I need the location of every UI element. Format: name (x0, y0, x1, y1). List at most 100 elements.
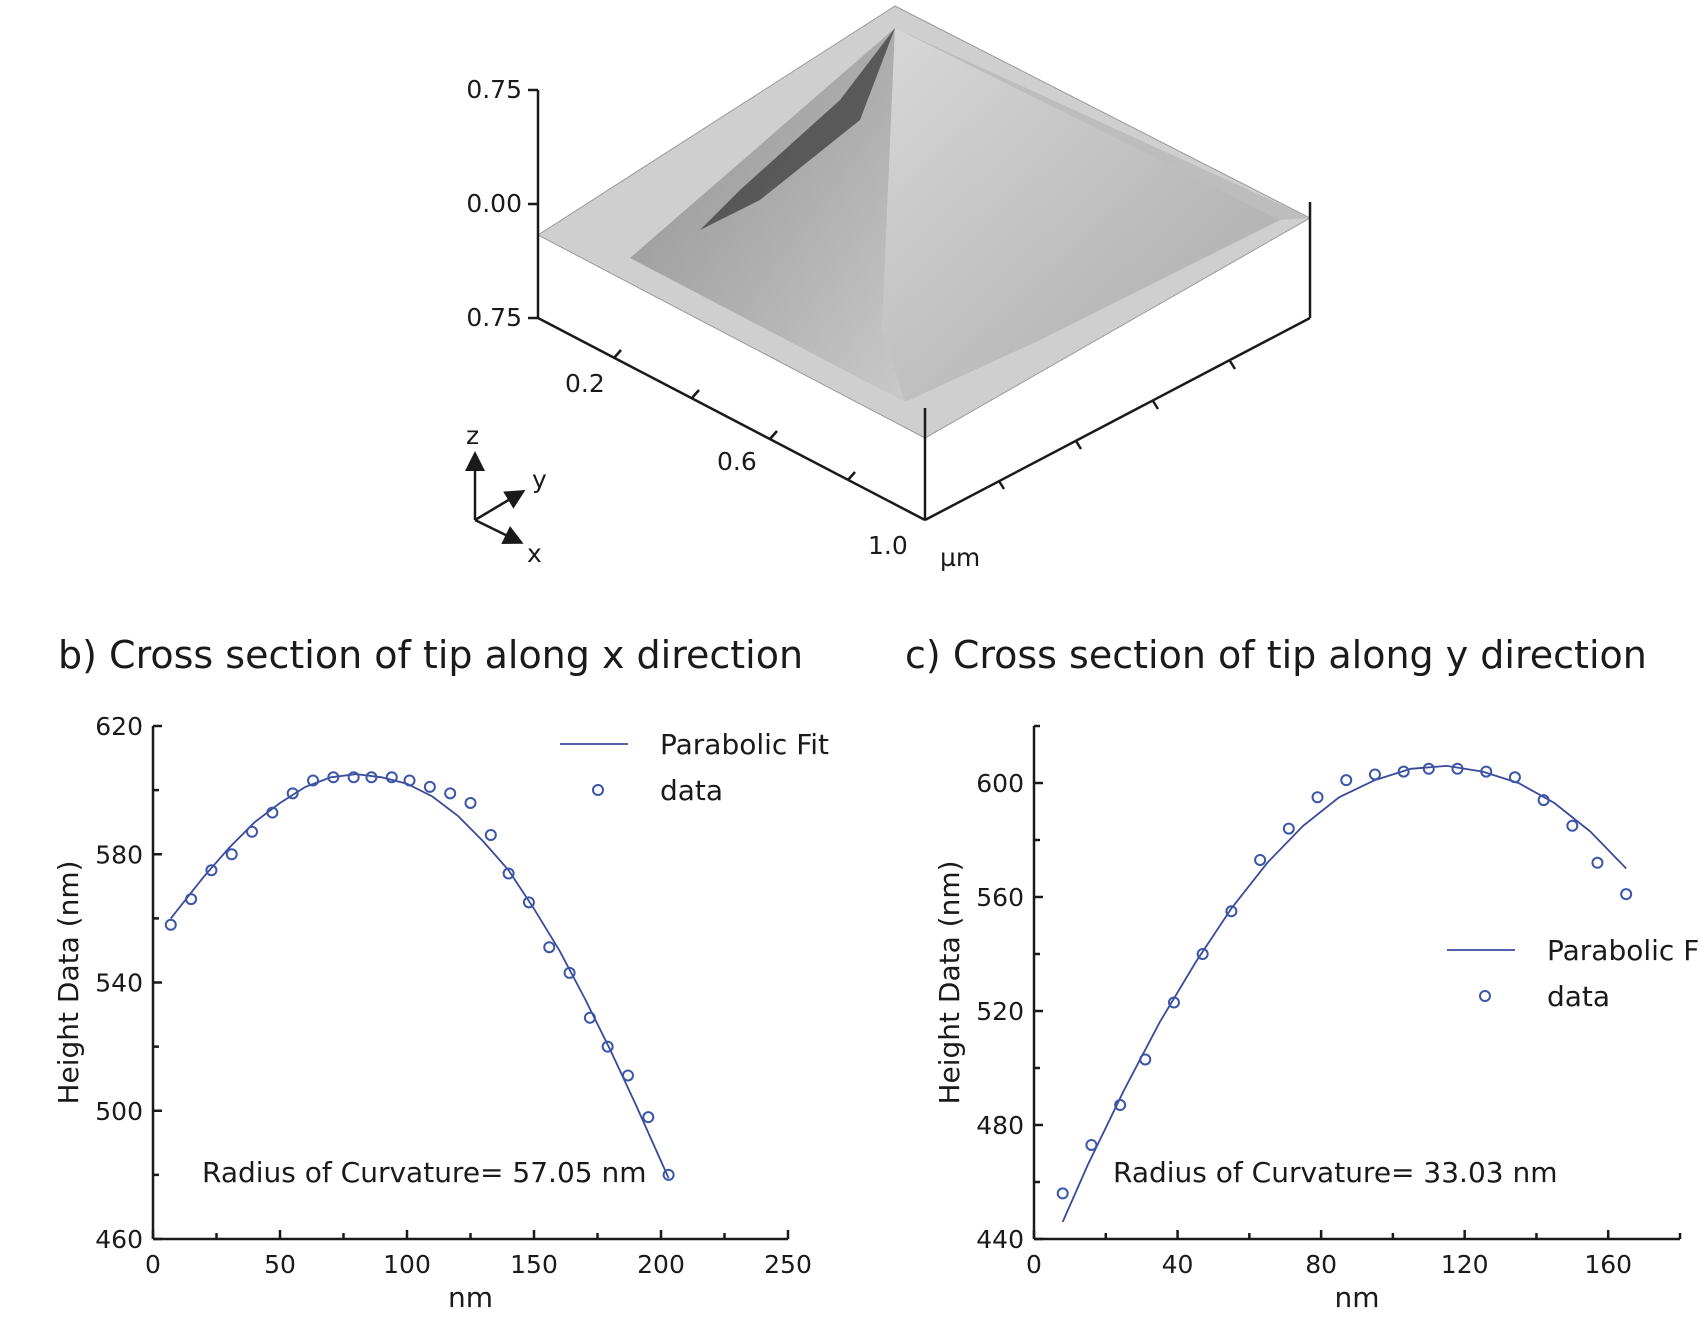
b-y-tick-label: 500 (95, 1097, 143, 1126)
afm-z-tick-label: 0.75 (466, 303, 522, 332)
c-y-tick-label: 600 (976, 769, 1024, 798)
c-data-point (1451, 762, 1464, 775)
b-data-point (502, 867, 515, 880)
b-legend-fit-label: Parabolic Fit (660, 728, 829, 761)
afm-x-tick-label: 0.2 (565, 369, 605, 398)
c-legend-data-swatch (1479, 990, 1491, 1002)
c-x-tick-label: 80 (1305, 1250, 1337, 1279)
c-data-point (1225, 905, 1238, 918)
afm-unit-label: µm (940, 543, 980, 572)
afm-y-tick (1151, 400, 1160, 410)
b-y-tick-label: 460 (95, 1225, 143, 1254)
afm-y-axis (924, 316, 1311, 522)
b-data-point (621, 1069, 634, 1082)
afm-x-axis (537, 316, 926, 522)
c-x-axis-label: nm (1334, 1281, 1379, 1314)
b-y-tick-label: 580 (95, 840, 143, 869)
triad-x-arrow (474, 518, 524, 544)
b-data-point (266, 806, 279, 819)
b-legend-data-swatch (592, 784, 604, 796)
b-legend-data-label: data (660, 774, 723, 807)
b-y-tick-label: 620 (95, 712, 143, 741)
c-data-point (1566, 819, 1579, 832)
afm-y-tick (1228, 360, 1237, 370)
b-data-point (522, 896, 535, 909)
c-radius-annotation: Radius of Curvature= 33.03 nm (1113, 1156, 1558, 1189)
b-data-point (464, 796, 477, 809)
b-data-point (662, 1168, 675, 1181)
afm-axes-triad: z y x (465, 421, 547, 568)
afm-x-tick (691, 389, 700, 399)
b-radius-annotation: Radius of Curvature= 57.05 nm (202, 1156, 647, 1189)
b-data-point (327, 771, 340, 784)
b-data-point (307, 774, 320, 787)
afm-pyramid-back-face (895, 28, 1310, 220)
b-x-tick-label: 50 (264, 1250, 296, 1279)
b-data-point (185, 893, 198, 906)
b-data-point (601, 1040, 614, 1053)
c-data-point (1397, 765, 1410, 778)
b-data-point (583, 1011, 596, 1024)
c-x-tick-label: 160 (1584, 1250, 1632, 1279)
afm-x-tick (847, 471, 856, 481)
b-data-point (246, 825, 259, 838)
triad-x-label: x (527, 539, 542, 568)
b-parabolic-fit-line (170, 773, 670, 1179)
b-y-tick-label: 540 (95, 969, 143, 998)
b-data-point (403, 774, 416, 787)
afm-3d-panel: 0.75 0.00 0.75 0.2 0.6 1.0 µm z y x (465, 5, 1312, 572)
b-x-tick-label: 250 (764, 1250, 812, 1279)
chart-c-title: c) Cross section of tip along y directio… (905, 633, 1647, 677)
c-y-tick-label: 440 (976, 1225, 1024, 1254)
c-data-point (1282, 822, 1295, 835)
c-data-point (1114, 1099, 1127, 1112)
c-x-tick-label: 0 (1026, 1250, 1042, 1279)
chart-b-plot-area: 460 500 540 580 620 0 50 100 150 200 250 nm Height D… (52, 712, 829, 1314)
afm-pyramid-right-face (882, 28, 1280, 402)
b-data-point (563, 966, 576, 979)
b-x-tick-label: 150 (510, 1250, 558, 1279)
c-x-tick-label: 40 (1162, 1250, 1194, 1279)
c-data-point (1620, 888, 1633, 901)
c-data-point (1340, 774, 1353, 787)
triad-z-label: z (466, 421, 479, 450)
b-data-point (225, 848, 238, 861)
triad-y-label: y (532, 465, 547, 494)
b-x-tick-label: 100 (383, 1250, 431, 1279)
c-data-point (1480, 765, 1493, 778)
c-data-point (1139, 1053, 1152, 1066)
c-legend-data-label: data (1547, 980, 1610, 1013)
chart-b: b) Cross section of tip along x directio… (52, 633, 829, 1314)
c-y-axis-label: Height Data (nm) (933, 860, 966, 1104)
c-data-point (1056, 1187, 1069, 1200)
afm-z-tick-label: 0.75 (466, 75, 522, 104)
afm-x-tick-label: 0.6 (717, 447, 757, 476)
b-data-point (286, 787, 299, 800)
c-legend-fit-label: Parabolic F (1547, 934, 1699, 967)
c-data-point (1254, 853, 1267, 866)
b-x-axis-label: nm (448, 1281, 493, 1314)
b-data-point (543, 941, 556, 954)
c-data-point (1196, 948, 1209, 960)
b-data-point (347, 771, 360, 784)
b-data-point (444, 787, 457, 800)
chart-c-plot-area: 440 480 520 560 600 0 40 80 120 160 nm Height Data … (933, 724, 1699, 1314)
c-y-tick-label: 560 (976, 883, 1024, 912)
afm-x-tick (613, 349, 622, 359)
c-data-point (1422, 762, 1435, 775)
b-data-point (642, 1111, 655, 1124)
c-data-point (1368, 768, 1381, 781)
afm-y-tick (1074, 440, 1083, 450)
b-x-tick-label: 200 (637, 1250, 685, 1279)
b-data-point (423, 780, 436, 793)
afm-y-tick (997, 480, 1006, 490)
c-parabolic-fit-line (1061, 764, 1627, 1223)
b-x-tick-label: 0 (145, 1250, 161, 1279)
c-data-point (1311, 791, 1324, 804)
b-data-point (365, 771, 378, 784)
triad-y-arrow (474, 489, 526, 522)
c-data-point (1537, 794, 1550, 807)
c-data-point (1591, 856, 1604, 869)
chart-c: c) Cross section of tip along y directio… (905, 633, 1699, 1314)
